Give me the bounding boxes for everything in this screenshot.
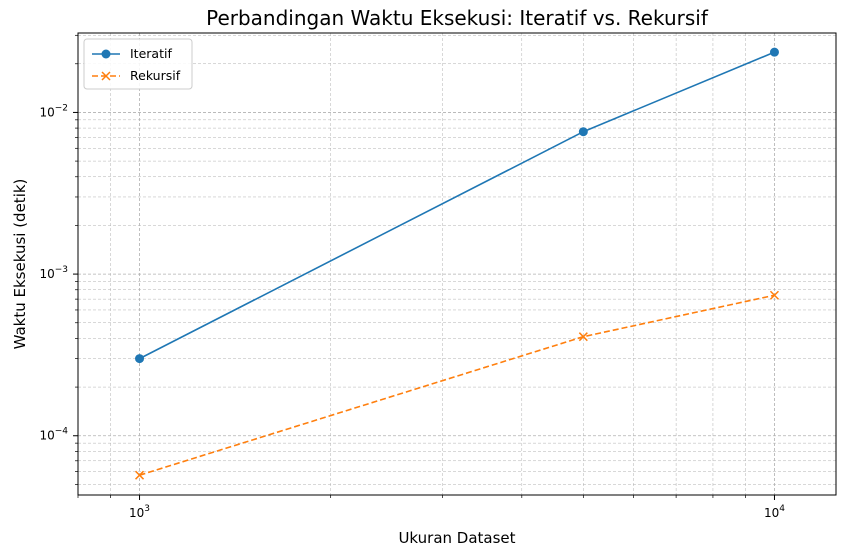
legend-marker: [101, 71, 111, 81]
y-tick-label: 10−2: [39, 103, 68, 119]
data-point-rekursif: [769, 290, 779, 300]
series-line-iteratif: [139, 51, 775, 360]
legend-item-iteratif: Iteratif: [92, 46, 172, 61]
legend-item-rekursif: Rekursif: [92, 68, 181, 83]
data-point-rekursif: [578, 332, 588, 342]
y-tick-label: 10−3: [39, 265, 68, 281]
data-point-iteratif: [769, 47, 779, 57]
series-line-rekursif: [139, 294, 775, 476]
legend: Iteratif Rekursif: [83, 38, 193, 90]
data-point-rekursif: [135, 470, 145, 480]
data-point-iteratif: [578, 127, 588, 137]
plot-area: [77, 32, 837, 496]
x-tick-label: 104: [764, 504, 785, 520]
x-axis-label: Ukuran Dataset: [398, 529, 515, 547]
chart-title: Perbandingan Waktu Eksekusi: Iteratif vs…: [206, 6, 709, 30]
series: [135, 47, 779, 480]
grid: [77, 33, 836, 495]
y-axis-label: Waktu Eksekusi (detik): [11, 179, 29, 350]
y-tick-label: 10−4: [39, 427, 68, 443]
legend-marker: [101, 49, 111, 59]
legend-label: Iteratif: [130, 46, 172, 61]
x-tick-label: 103: [129, 504, 150, 520]
data-point-iteratif: [135, 354, 145, 364]
legend-label: Rekursif: [130, 68, 181, 83]
axis-ticks: 103 104 10−4 10−3 10−2: [39, 34, 785, 520]
